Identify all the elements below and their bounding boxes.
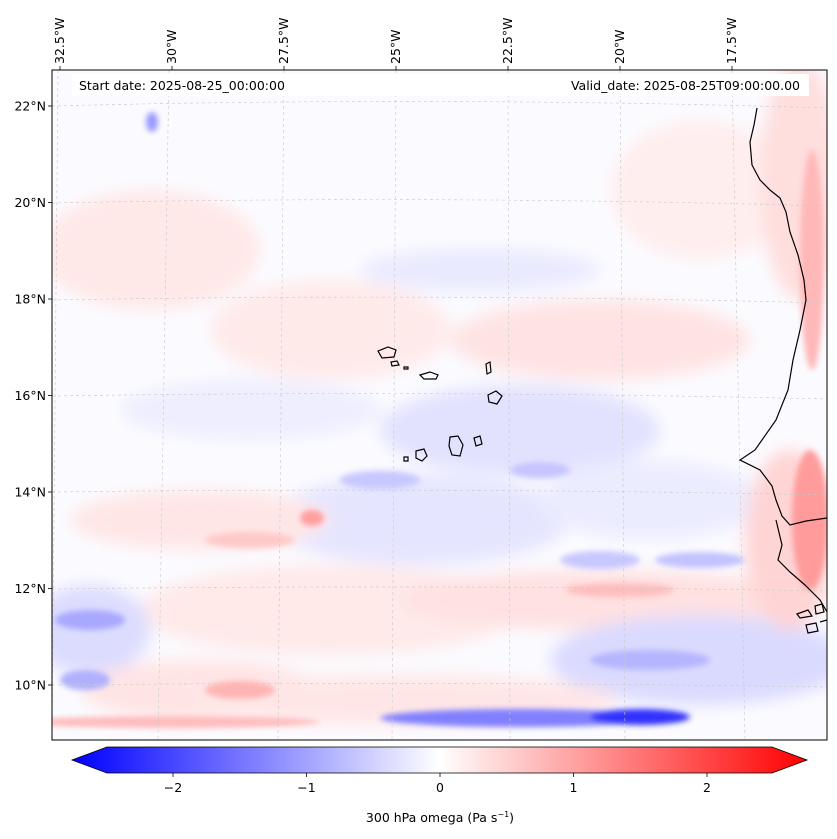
island-maio [473, 435, 483, 447]
island-santiago [448, 435, 464, 457]
colorbar-tick-label: 1 [570, 780, 578, 795]
parallel-16n [52, 393, 827, 400]
parallel-12n [52, 586, 827, 592]
lon-label: 30°W [164, 29, 179, 64]
map-frame [51, 69, 828, 741]
map-panel: Start date: 2025-08-25_00:00:00 Valid_da… [51, 69, 828, 741]
lon-label: 27.5°W [276, 18, 291, 64]
lat-label: 10°N [14, 678, 46, 693]
lat-label: 14°N [14, 485, 46, 500]
colorbar-label-close: ) [509, 810, 514, 825]
parallel-10n [52, 683, 827, 688]
lon-label: 32.5°W [52, 18, 67, 64]
meridian-32.5w [52, 70, 59, 740]
colorbar-tick-label: −1 [297, 780, 315, 795]
island-sao-nicolau [418, 371, 439, 380]
colorbar-tick-label: −2 [164, 780, 182, 795]
omega-field-detail [52, 112, 827, 728]
island-santa-luzia [403, 366, 409, 370]
island-fogo [415, 448, 428, 462]
parallel-14n [52, 489, 827, 496]
meridian-20w [619, 70, 626, 740]
omega-field [52, 70, 827, 728]
lon-label: 25°W [388, 29, 403, 64]
colorbar-tick-label: 0 [436, 780, 444, 795]
colorbar: −2 −1 0 1 2 300 hPa omega (Pa s−1) [70, 746, 809, 825]
latitude-labels: 22°N 20°N 18°N 16°N 14°N 12°N 10°N [14, 99, 52, 693]
graticule [52, 70, 827, 740]
valid-date: Valid_date: 2025-08-25T09:00:00.00 [571, 78, 800, 93]
lat-label: 12°N [14, 581, 46, 596]
lon-label: 20°W [612, 29, 627, 64]
colorbar-label: 300 hPa omega (Pa s−1) [366, 810, 514, 825]
colorbar-label-unit-exponent: −1 [497, 810, 509, 819]
island-brava [403, 456, 409, 462]
island-sal [485, 361, 492, 375]
lat-label: 18°N [14, 292, 46, 307]
coastlines [377, 107, 827, 634]
start-date: Start date: 2025-08-25_00:00:00 [79, 78, 285, 93]
header-strip [72, 74, 809, 96]
lat-label: 16°N [14, 388, 46, 403]
island-santo-antao [377, 346, 397, 359]
meridian-25w [391, 70, 397, 740]
colorbar-body [70, 746, 809, 774]
parallel-22n [52, 101, 827, 109]
africa-coastline [738, 107, 827, 613]
meridian-27.5w [277, 70, 285, 740]
lon-label: 17.5°W [724, 18, 739, 64]
island-sao-vicente [390, 360, 400, 367]
lon-label: 22.5°W [500, 18, 515, 64]
meridian-17.5w [731, 70, 746, 740]
colorbar-tick-label: 2 [703, 780, 711, 795]
lat-label: 20°N [14, 195, 46, 210]
island-boa-vista [487, 390, 503, 405]
colorbar-ticks: −2 −1 0 1 2 [164, 773, 711, 795]
meridian-22.5w [507, 70, 511, 740]
lat-label: 22°N [14, 99, 46, 114]
parallel-18n [52, 296, 827, 304]
longitude-labels: 32.5°W 30°W 27.5°W 25°W 22.5°W 20°W 17.5°W [52, 18, 739, 70]
parallel-20n [52, 199, 827, 207]
meridian-30w [157, 70, 170, 740]
bijagos-islands [796, 603, 827, 634]
